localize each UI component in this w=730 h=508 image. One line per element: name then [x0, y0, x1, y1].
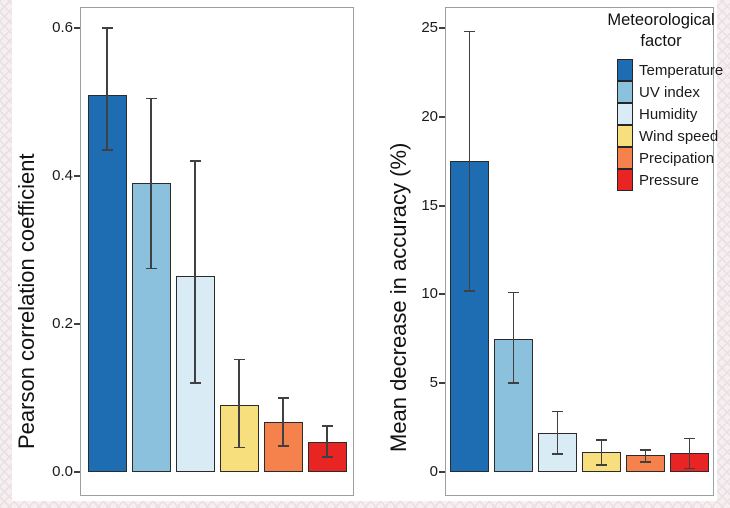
error-bar-cap-wind-speed — [233, 446, 245, 449]
y-tick-label: 0.6 — [52, 19, 73, 36]
y-tick-mark — [74, 175, 80, 177]
y-tick-label: 5 — [429, 374, 438, 392]
error-bar-cap-temperature — [464, 290, 475, 292]
legend-title: Meteorological factor — [595, 10, 727, 52]
legend-item: Wind speed — [617, 125, 727, 147]
error-bar-cap-temperature — [101, 149, 113, 151]
y-tick-mark — [439, 382, 445, 385]
error-bar-cap-uv-index — [508, 382, 519, 384]
error-bar-wind-speed — [238, 359, 240, 448]
error-bar-cap-precipation — [640, 461, 651, 463]
legend-swatch-wind-speed-icon — [617, 125, 633, 147]
error-bar-cap-wind-speed — [596, 439, 607, 441]
y-tick-label: 0.0 — [52, 463, 73, 480]
y-axis-title-left: Pearson correlation coefficient — [14, 153, 39, 449]
error-bar-cap-humidity — [189, 160, 201, 162]
legend-item: Pressure — [617, 169, 727, 191]
chart-panel-right — [445, 7, 714, 496]
error-bar-uv-index — [150, 98, 152, 269]
error-bar-cap-pressure — [684, 467, 695, 470]
chart-panel-left — [80, 7, 354, 496]
error-bar-pressure — [326, 426, 328, 458]
y-tick-label: 0.4 — [52, 167, 73, 184]
y-tick-mark — [439, 204, 445, 207]
error-bar-precipation — [282, 398, 284, 447]
bar-temperature — [87, 94, 127, 472]
legend-item: Precipation — [617, 147, 727, 169]
y-tick-mark — [439, 471, 445, 473]
legend-title-line2: factor — [640, 32, 682, 50]
error-bar-humidity — [556, 411, 559, 455]
legend-item-label: Humidity — [639, 105, 698, 123]
error-bar-cap-pressure — [321, 456, 333, 458]
error-bar-cap-precipation — [277, 397, 289, 399]
error-bar-cap-uv-index — [145, 97, 157, 100]
y-tick-label: 0.2 — [52, 315, 73, 332]
error-bar-cap-uv-index — [145, 267, 157, 270]
error-bar-wind-speed — [600, 440, 603, 465]
error-bar-temperature — [106, 28, 108, 151]
error-bar-cap-humidity — [552, 453, 563, 455]
legend-item: UV index — [617, 81, 727, 103]
error-bar-pressure — [688, 438, 691, 469]
error-bar-cap-temperature — [101, 27, 113, 29]
y-tick-mark — [439, 27, 445, 29]
legend-item: Temperature — [617, 59, 727, 81]
legend-item-label: Pressure — [639, 171, 700, 189]
legend-swatch-uv-index-icon — [617, 81, 633, 103]
error-bar-humidity — [194, 161, 196, 384]
y-tick-mark — [74, 27, 80, 29]
error-bar-cap-humidity — [189, 382, 201, 384]
error-bar-cap-precipation — [640, 449, 651, 451]
legend-item-label: Precipation — [639, 149, 715, 167]
y-tick-label: 0 — [429, 463, 438, 480]
error-bar-cap-humidity — [552, 410, 563, 413]
error-bar-cap-wind-speed — [596, 464, 607, 466]
y-tick-mark — [439, 115, 445, 118]
legend-item: Humidity — [617, 103, 727, 125]
error-bar-cap-pressure — [684, 437, 695, 439]
error-bar-cap-precipation — [277, 445, 289, 447]
y-tick-mark — [74, 323, 80, 325]
legend-swatch-humidity-icon — [617, 103, 633, 125]
legend-rows: Temperature UV index Humidity Wind speed… — [595, 59, 727, 191]
error-bar-uv-index — [512, 292, 515, 384]
error-bar-temperature — [468, 31, 471, 291]
legend-title-line1: Meteorological — [607, 11, 715, 29]
legend-swatch-temperature-icon — [617, 59, 633, 81]
y-tick-mark — [74, 471, 80, 473]
legend-swatch-pressure-icon — [617, 169, 633, 191]
error-bar-cap-pressure — [321, 425, 333, 427]
legend-item-label: Wind speed — [639, 127, 719, 145]
legend: Meteorological factor Temperature UV ind… — [595, 10, 727, 191]
error-bar-precipation — [644, 449, 647, 463]
y-tick-mark — [439, 293, 445, 296]
legend-swatch-precipation-icon — [617, 147, 633, 169]
y-tick-label: 20 — [421, 107, 438, 125]
figure: Pearson correlation coefficient Mean dec… — [12, 0, 723, 501]
y-tick-label: 25 — [421, 19, 438, 36]
legend-item-label: UV index — [639, 83, 700, 101]
bar-precipation — [263, 421, 303, 472]
error-bar-cap-wind-speed — [233, 358, 245, 361]
y-tick-label: 10 — [421, 285, 438, 303]
y-tick-label: 15 — [421, 196, 438, 214]
legend-item-label: Temperature — [639, 61, 724, 79]
error-bar-cap-uv-index — [508, 291, 519, 294]
error-bar-cap-temperature — [464, 30, 475, 33]
